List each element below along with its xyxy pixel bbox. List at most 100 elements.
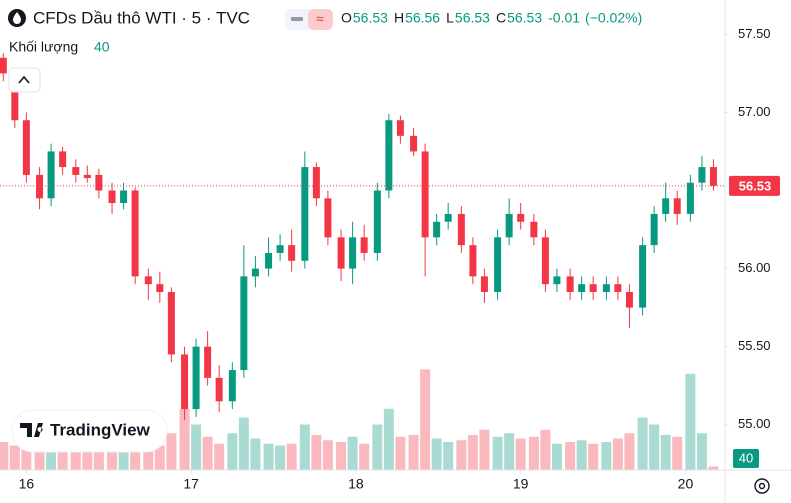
- collapse-button[interactable]: [8, 67, 41, 93]
- volume-bar: [250, 438, 261, 470]
- legend-value: (−0.02%): [585, 10, 642, 26]
- candle-body: [602, 284, 610, 292]
- volume-bar: [504, 433, 515, 470]
- volume-bar: [408, 435, 419, 470]
- volume-bar: [637, 417, 648, 470]
- candle-body: [421, 151, 429, 238]
- candle-body: [494, 237, 502, 292]
- volume-bar: [624, 433, 635, 470]
- y-tick-label: 57.00: [738, 104, 771, 119]
- volume-title: Khối lượng: [9, 39, 78, 55]
- volume-bar: [46, 449, 57, 470]
- candle-body: [517, 213, 525, 222]
- legend-key: O: [341, 10, 352, 26]
- candle-body: [566, 276, 574, 292]
- candle-body: [589, 284, 597, 292]
- volume-bar: [685, 373, 696, 470]
- candle-body: [698, 167, 706, 183]
- volume-bar: [166, 433, 177, 470]
- candle-body: [650, 213, 658, 246]
- volume-bar: [227, 433, 238, 470]
- legend-value: -0.01: [548, 10, 580, 26]
- volume-bar: [467, 435, 478, 470]
- volume-bar: [492, 436, 503, 470]
- x-tick-label: 18: [348, 476, 364, 492]
- candle-body: [22, 120, 30, 175]
- legend-value: 56.53: [507, 10, 542, 26]
- symbol-title[interactable]: CFDs Dầu thô WTI · 5 · TVC: [33, 8, 250, 27]
- candle-body: [673, 198, 681, 214]
- legend-value: 56.53: [455, 10, 490, 26]
- candle-body: [11, 73, 19, 121]
- plot-area: [0, 53, 725, 470]
- candle-body: [433, 221, 441, 238]
- ohlc-legend: O 56.53 H 56.56 L 56.53 C 56.53 -0.01 (−0.02%): [341, 10, 642, 26]
- wave-button[interactable]: [308, 9, 333, 30]
- volume-bar: [540, 429, 551, 470]
- candle-body: [625, 291, 633, 308]
- candle-body: [614, 284, 622, 292]
- last-volume-label: 40: [739, 450, 753, 465]
- candle-body: [0, 57, 7, 74]
- candle-body: [131, 190, 139, 277]
- candle-body: [709, 167, 717, 186]
- volume-bar: [70, 452, 81, 470]
- candle-body: [312, 167, 320, 199]
- volume-bar: [82, 447, 93, 470]
- candle-body: [95, 174, 103, 191]
- brand-logo: [20, 423, 43, 437]
- candle-body: [662, 198, 670, 214]
- candle-body: [288, 245, 296, 261]
- volume-bar: [479, 429, 490, 470]
- settings-icon-core: [758, 482, 766, 490]
- candle-body: [457, 213, 465, 246]
- x-tick-label: 16: [19, 476, 35, 492]
- settings-icon[interactable]: [754, 478, 770, 494]
- volume-bar: [383, 408, 394, 470]
- last-price-box: [729, 175, 780, 196]
- candle-body: [360, 237, 368, 253]
- candle-body: [204, 346, 212, 378]
- brand-badge[interactable]: TradingView: [11, 409, 168, 453]
- candle-body: [240, 276, 248, 371]
- volume-bar: [420, 369, 431, 470]
- volume-bar: [696, 433, 707, 470]
- volume-bar: [443, 442, 454, 470]
- candle-body: [251, 268, 259, 277]
- candle-body: [337, 237, 345, 269]
- last-volume-box: [733, 449, 759, 468]
- legend-value: 56.53: [353, 10, 388, 26]
- candle-body: [578, 284, 586, 292]
- candle-body: [410, 135, 418, 152]
- volume-bar: [576, 440, 587, 470]
- last-price-label: 56.53: [739, 178, 772, 193]
- candle-body: [59, 151, 67, 168]
- volume-bar: [202, 436, 213, 470]
- y-tick-label: 56.00: [738, 260, 771, 275]
- volume-bar: [238, 417, 249, 470]
- volume-bar: [21, 443, 32, 470]
- volume-bar: [275, 445, 286, 470]
- oil-drop-icon: [13, 12, 21, 24]
- volume-bar: [456, 440, 467, 470]
- candle-body: [72, 167, 80, 175]
- candle-body: [396, 120, 404, 136]
- candle-body: [167, 291, 175, 355]
- candle-body: [36, 174, 44, 199]
- volume-bar: [179, 408, 190, 470]
- candle-body: [181, 354, 189, 410]
- volume-bar: [286, 443, 297, 470]
- legend-key: H: [394, 10, 404, 26]
- x-tick-label: 19: [513, 476, 529, 492]
- candle-body: [480, 276, 488, 292]
- volume-bar: [9, 445, 20, 470]
- volume-bar: [191, 424, 202, 470]
- candle-body: [228, 370, 236, 402]
- candle-body: [192, 346, 200, 410]
- candle-body: [144, 276, 152, 285]
- candle-body: [639, 245, 647, 308]
- brand-background: [11, 409, 168, 453]
- volume-bar: [672, 436, 683, 470]
